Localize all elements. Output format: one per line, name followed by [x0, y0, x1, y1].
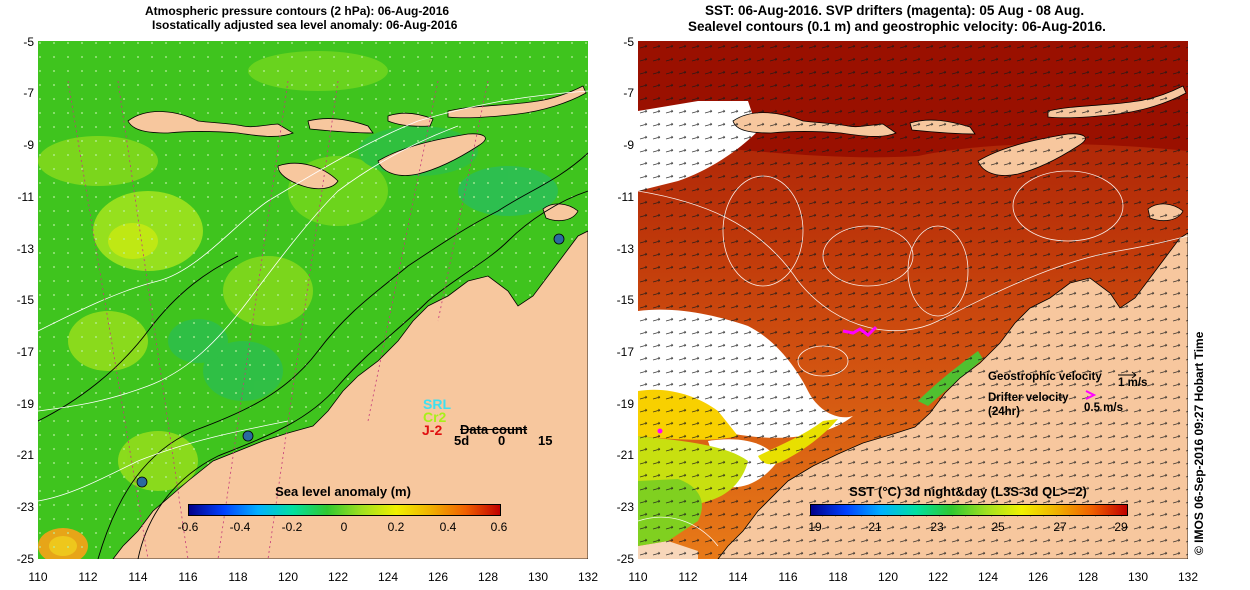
y-tick: -9 [623, 138, 634, 152]
x-tick: 122 [927, 570, 949, 584]
velocity-legend-arrows [1118, 371, 1137, 379]
right-title-line1: SST: 06-Aug-2016. SVP drifters (magenta)… [705, 3, 1085, 18]
bathymetry-contours [38, 152, 588, 559]
sla-tick: 0.6 [490, 520, 508, 534]
y-tick: -9 [23, 138, 34, 152]
y-tick: -5 [23, 35, 34, 49]
x-tick: 130 [1127, 570, 1149, 584]
drifter-velocity-label: Drifter velocity [988, 392, 1069, 404]
sla-map-graphics [38, 41, 588, 559]
y-tick: -11 [17, 190, 34, 204]
left-title-line2: Isostatically adjusted sea level anomaly… [152, 18, 458, 32]
left-title-line1: Atmospheric pressure contours (2 hPa): 0… [145, 4, 450, 18]
pressure-contours [38, 90, 588, 502]
y-tick: -19 [616, 397, 634, 411]
drifter-velocity-period: (24hr) [988, 406, 1020, 418]
y-tick: -11 [617, 190, 634, 204]
j2-legend: J-2 [422, 422, 443, 438]
x-tick: 110 [28, 570, 48, 584]
count-5d: 5d [454, 433, 470, 448]
x-tick: 112 [78, 570, 98, 584]
sla-colorbar [188, 504, 501, 516]
sst-tick: 29 [1114, 520, 1128, 534]
sla-tick: -0.4 [229, 520, 251, 534]
sst-tick: 27 [1053, 520, 1067, 534]
y-tick: -17 [616, 345, 634, 359]
y-tick: -7 [23, 86, 34, 100]
sst-colorbar [810, 504, 1128, 516]
drifter-point [657, 428, 663, 434]
sst-tick: 25 [991, 520, 1005, 534]
right-title-line2: Sealevel contours (0.1 m) and geostrophi… [688, 19, 1106, 34]
x-tick: 132 [577, 570, 599, 584]
sst-map-graphics [638, 41, 1188, 559]
y-tick: -15 [16, 293, 34, 307]
satellite-tracks [67, 80, 489, 559]
y-tick: -25 [16, 552, 34, 566]
x-tick: 110 [628, 570, 648, 584]
geostrophic-velocity-label: Geostrophic velocity [988, 371, 1102, 383]
sst-map[interactable]: Geostrophic velocity 1 m/s Drifter veloc… [638, 41, 1188, 559]
y-tick: -19 [16, 397, 34, 411]
sst-tick: 21 [868, 520, 882, 534]
x-tick: 116 [778, 570, 798, 584]
data-count-label: Data count [460, 422, 528, 437]
y-tick: -17 [16, 345, 34, 359]
imos-credit: © IMOS 06-Sep-2016 09:27 Hobart Time [1192, 331, 1206, 555]
y-tick: -7 [623, 86, 634, 100]
x-tick: 128 [477, 570, 499, 584]
sst-tick: 23 [930, 520, 944, 534]
y-tick: -21 [16, 448, 34, 462]
sla-tick: -0.2 [281, 520, 303, 534]
x-tick: 114 [728, 570, 748, 584]
y-tick: -25 [616, 552, 634, 566]
x-tick: 112 [678, 570, 698, 584]
x-tick: 132 [1177, 570, 1199, 584]
sst-tick: 19 [808, 520, 822, 534]
y-tick: -15 [616, 293, 634, 307]
x-tick: 118 [228, 570, 248, 584]
sst-colorbar-title: SST (°C) 3d night&day (L3S-3d QL>=2) [849, 484, 1087, 499]
cr2-legend: Cr2 [423, 409, 447, 425]
sealevel-contours [638, 170, 1188, 547]
x-tick: 118 [828, 570, 848, 584]
x-tick: 124 [977, 570, 999, 584]
x-tick: 120 [277, 570, 299, 584]
y-tick: -5 [623, 35, 634, 49]
sla-tick: 0 [340, 520, 348, 534]
x-tick: 116 [178, 570, 198, 584]
srl-legend: SRL [423, 396, 451, 412]
sla-colorbar-title: Sea level anomaly (m) [275, 484, 411, 499]
sea-level-anomaly-map[interactable]: SRL Cr2 J-2 Data count 5d 0 15 Sea level… [38, 41, 588, 559]
geostrophic-velocity-unit: 1 m/s [1118, 377, 1148, 389]
x-tick: 126 [427, 570, 449, 584]
x-tick: 130 [527, 570, 549, 584]
drifter-track [842, 325, 878, 337]
sla-tick: -0.6 [177, 520, 199, 534]
count-0: 0 [498, 433, 506, 448]
y-tick: -21 [616, 448, 634, 462]
x-tick: 128 [1077, 570, 1099, 584]
x-tick: 120 [877, 570, 899, 584]
y-tick: -23 [616, 500, 634, 514]
x-tick: 122 [327, 570, 349, 584]
sla-tick: 0.4 [439, 520, 457, 534]
x-tick: 124 [377, 570, 399, 584]
y-tick: -23 [16, 500, 34, 514]
drifter-velocity-unit: 0.5 m/s [1084, 402, 1123, 414]
x-tick: 114 [128, 570, 148, 584]
y-tick: -13 [16, 242, 34, 256]
count-15: 15 [538, 433, 553, 448]
y-tick: -13 [616, 242, 634, 256]
sla-tick: 0.2 [387, 520, 405, 534]
tide-gauges [136, 233, 565, 488]
land [112, 85, 588, 559]
x-tick: 126 [1027, 570, 1049, 584]
